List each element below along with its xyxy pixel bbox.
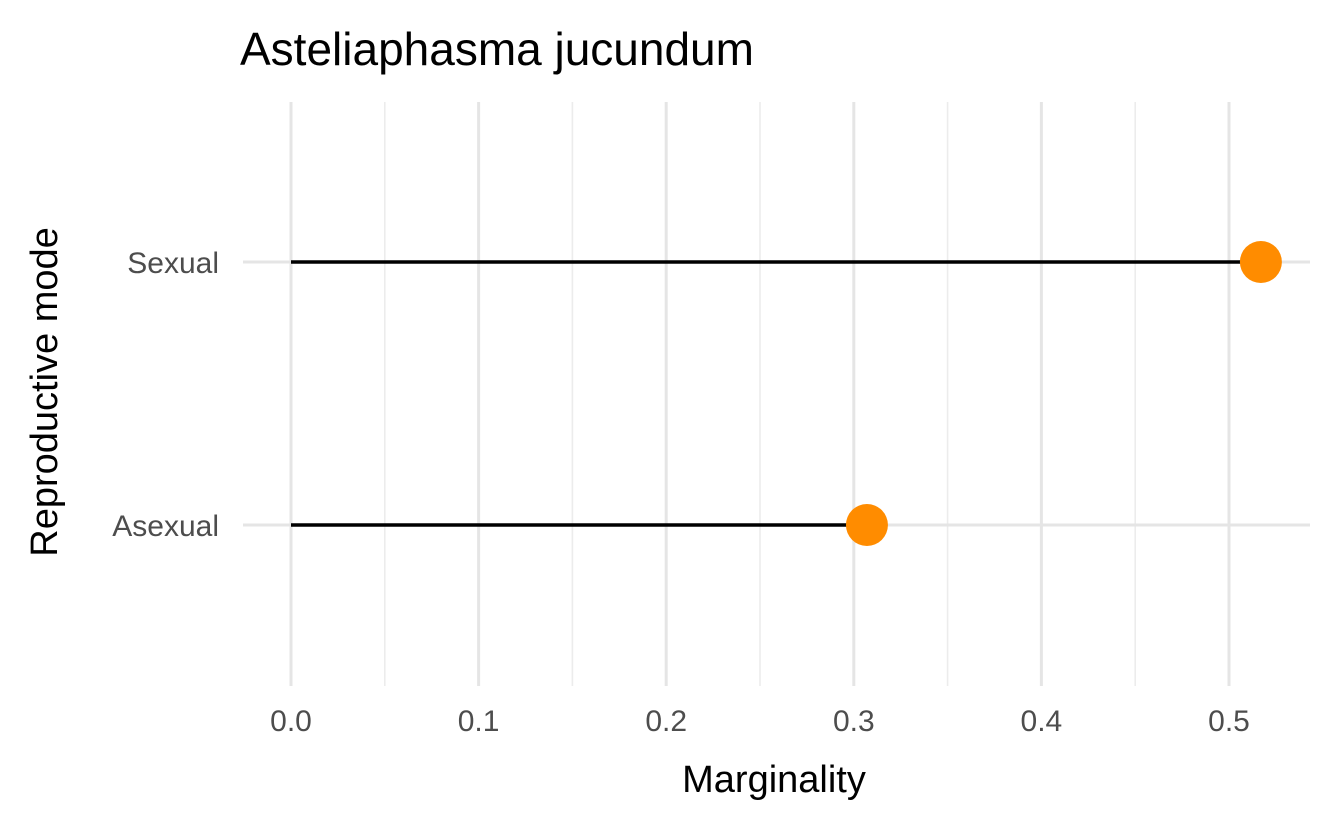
lollipop-point [1239, 241, 1282, 283]
y-axis-title: Reproductive mode [24, 227, 66, 557]
x-tick-label: 0.0 [270, 705, 312, 738]
grid [243, 102, 1310, 686]
y-axis-ticks: Asexual Sexual [112, 247, 219, 543]
lollipop-point [845, 504, 888, 546]
chart-title: Asteliaphasma jucundum [240, 23, 754, 75]
x-axis-ticks: 0.0 0.1 0.2 0.3 0.4 0.5 [270, 705, 1250, 738]
y-tick-label: Asexual [112, 510, 219, 543]
x-axis-title: Marginality [682, 759, 866, 801]
x-tick-label: 0.4 [1021, 705, 1063, 738]
x-tick-label: 0.3 [833, 705, 875, 738]
x-tick-label: 0.2 [645, 705, 687, 738]
y-tick-label: Sexual [127, 247, 219, 280]
x-tick-label: 0.5 [1208, 705, 1250, 738]
data-marks [291, 241, 1282, 546]
x-tick-label: 0.1 [458, 705, 500, 738]
